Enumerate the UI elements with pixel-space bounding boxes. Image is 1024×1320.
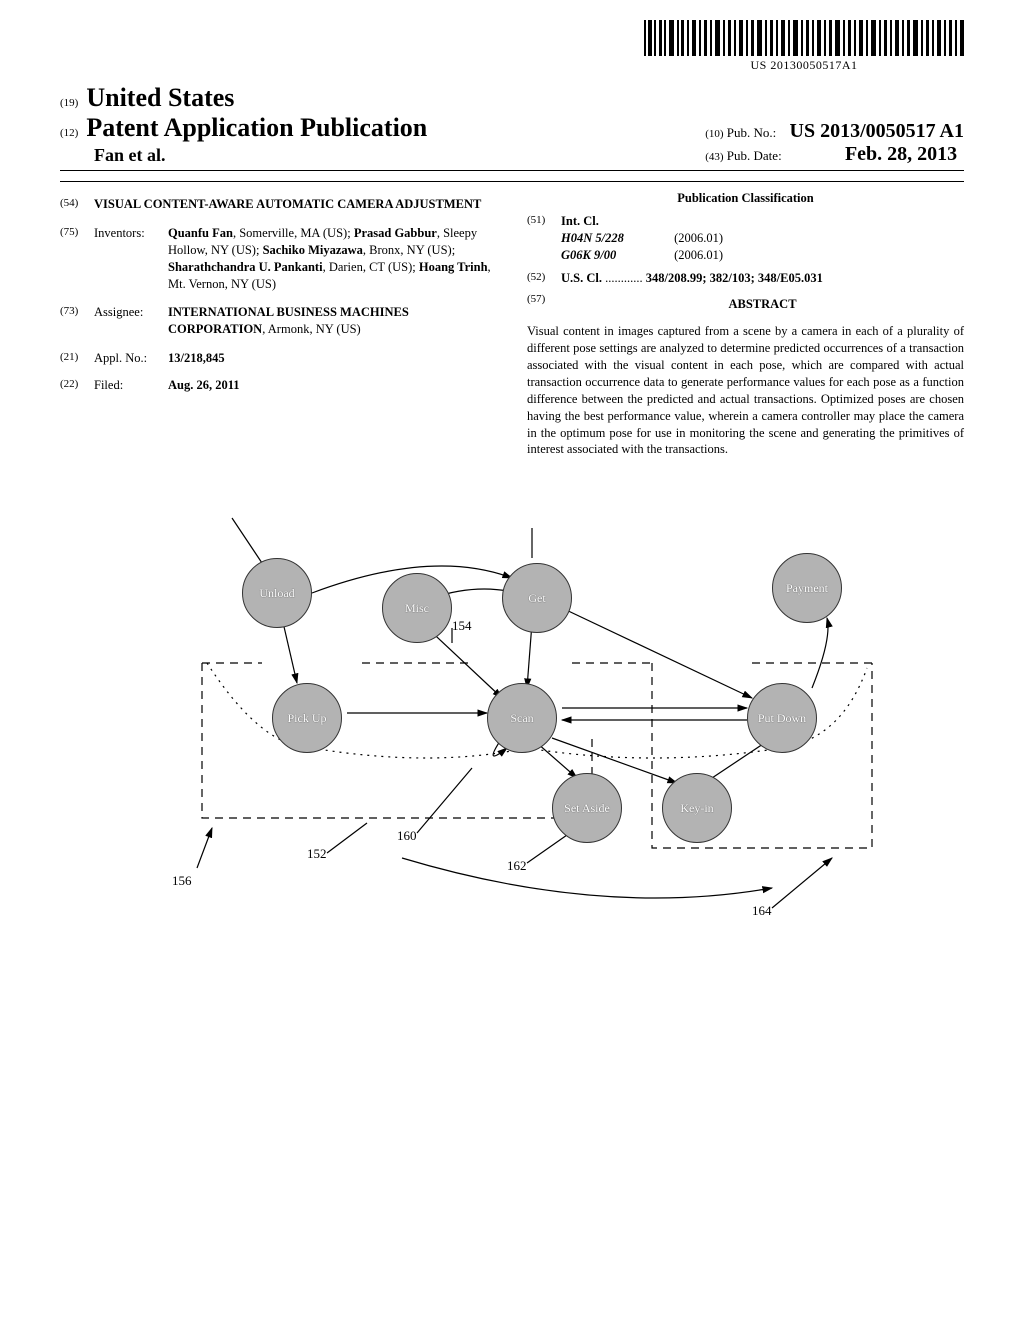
- left-column: (54) VISUAL CONTENT-AWARE AUTOMATIC CAME…: [60, 190, 497, 458]
- intcl-1-code: H04N 5/228: [561, 231, 624, 245]
- uscl-dots: ............: [602, 271, 646, 285]
- node-putdown: Put Down: [747, 683, 817, 753]
- inventors-label: Inventors:: [94, 225, 168, 293]
- inventors: Quanfu Fan, Somerville, MA (US); Prasad …: [168, 225, 497, 293]
- code-75: (75): [60, 225, 94, 293]
- figure-diagram: Unload Misc Get Payment Pick Up Scan Put…: [132, 488, 892, 928]
- appl-no-label: Appl. No.:: [94, 350, 168, 367]
- node-get: Get: [502, 563, 572, 633]
- intcl-1-date: (2006.01): [674, 231, 723, 245]
- code-21: (21): [60, 350, 94, 367]
- barcode-block: US 20130050517A1: [60, 20, 964, 73]
- node-pickup: Pick Up: [272, 683, 342, 753]
- ref-154: 154: [452, 618, 472, 634]
- assignee: INTERNATIONAL BUSINESS MACHINES CORPORAT…: [168, 304, 497, 338]
- filed-date: Aug. 26, 2011: [168, 378, 240, 392]
- code-52: (52): [527, 270, 561, 287]
- appl-no: 13/218,845: [168, 351, 225, 365]
- node-scan: Scan: [487, 683, 557, 753]
- code-22: (22): [60, 377, 94, 394]
- right-column: Publication Classification (51) Int. Cl.…: [527, 190, 964, 458]
- intcl-2-date: (2006.01): [674, 248, 723, 262]
- code-54: (54): [60, 196, 94, 213]
- pub-classification-heading: Publication Classification: [527, 190, 964, 207]
- uscl-value: 348/208.99; 382/103; 348/E05.031: [646, 271, 823, 285]
- uscl-label: U.S. Cl.: [561, 271, 602, 285]
- pub-no-label: Pub. No.:: [727, 125, 776, 140]
- filed-label: Filed:: [94, 377, 168, 394]
- pub-date: Feb. 28, 2013: [845, 143, 957, 165]
- author-line: Fan et al.: [94, 145, 427, 166]
- intcl-2-code: G06K 9/00: [561, 248, 616, 262]
- abstract-heading: ABSTRACT: [561, 296, 964, 313]
- node-keyin: Key-in: [662, 773, 732, 843]
- ref-162: 162: [507, 858, 527, 874]
- ref-160: 160: [397, 828, 417, 844]
- code-12: (12): [60, 127, 78, 139]
- node-payment: Payment: [772, 553, 842, 623]
- code-57: (57): [527, 292, 561, 317]
- assignee-label: Assignee:: [94, 304, 168, 338]
- node-setaside: Set Aside: [552, 773, 622, 843]
- node-misc: Misc: [382, 573, 452, 643]
- document-header: (19) United States (12) Patent Applicati…: [60, 79, 964, 166]
- invention-title: VISUAL CONTENT-AWARE AUTOMATIC CAMERA AD…: [94, 196, 497, 213]
- pub-no: US 2013/0050517 A1: [790, 120, 964, 142]
- biblio-columns: (54) VISUAL CONTENT-AWARE AUTOMATIC CAME…: [60, 190, 964, 458]
- abstract-text: Visual content in images captured from a…: [527, 323, 964, 458]
- pub-date-label: Pub. Date:: [727, 148, 782, 163]
- publication-type: Patent Application Publication: [86, 113, 427, 143]
- node-unload: Unload: [242, 558, 312, 628]
- code-10: (10): [705, 128, 723, 140]
- code-19: (19): [60, 97, 78, 109]
- barcode-text: US 20130050517A1: [644, 58, 964, 73]
- ref-156: 156: [172, 873, 192, 889]
- ref-164: 164: [752, 903, 772, 919]
- ref-152: 152: [307, 846, 327, 862]
- code-43: (43): [705, 151, 723, 163]
- country: United States: [86, 83, 234, 113]
- intcl-label: Int. Cl.: [561, 214, 599, 228]
- code-73: (73): [60, 304, 94, 338]
- code-51: (51): [527, 213, 561, 264]
- barcode: US 20130050517A1: [644, 20, 964, 73]
